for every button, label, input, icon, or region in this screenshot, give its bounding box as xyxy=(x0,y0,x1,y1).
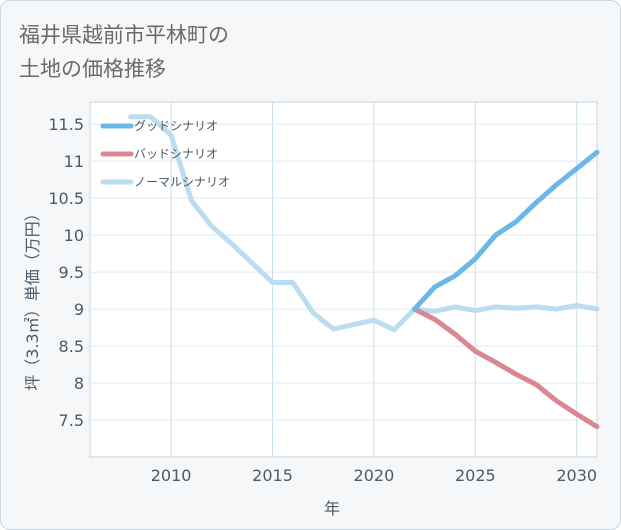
y-tick-label: 11 xyxy=(64,152,84,171)
series-line-0 xyxy=(412,149,600,312)
chart-title-line-2: 土地の価格推移 xyxy=(19,57,166,81)
legend-label: バッドシナリオ xyxy=(134,147,218,161)
x-axis-label: 年 xyxy=(324,499,340,518)
chart-title-line-1: 福井県越前市平林町の xyxy=(19,23,229,47)
legend-label: グッドシナリオ xyxy=(134,119,218,133)
chart-title: 福井県越前市平林町の 土地の価格推移 xyxy=(19,18,229,86)
grid-lines xyxy=(90,102,597,457)
x-tick-label: 2030 xyxy=(556,466,597,485)
y-tick-label: 9 xyxy=(74,300,84,319)
y-tick-label: 8 xyxy=(74,374,84,393)
y-tick-label: 9.5 xyxy=(59,263,84,282)
legend-label: ノーマルシナリオ xyxy=(134,175,230,189)
x-tick-label: 2025 xyxy=(455,466,496,485)
y-tick-label: 11.5 xyxy=(48,115,84,134)
series-line-1 xyxy=(412,306,600,430)
x-tick-label: 2015 xyxy=(252,466,293,485)
y-tick-label: 8.5 xyxy=(59,337,84,356)
y-axis-label: 坪（3.3㎡）単価（万円） xyxy=(23,205,42,390)
series-line-2 xyxy=(128,114,600,333)
tick-labels: 2010 2015 2020 2025 2030 7.5 8 8.5 9 9.5 10 10.5 11 1… xyxy=(48,115,597,485)
x-tick-label: 2010 xyxy=(151,466,192,485)
x-tick-label: 2020 xyxy=(354,466,395,485)
series-lines xyxy=(128,114,600,430)
y-tick-label: 10.5 xyxy=(48,189,84,208)
y-tick-label: 7.5 xyxy=(59,411,84,430)
y-tick-label: 10 xyxy=(64,226,84,245)
